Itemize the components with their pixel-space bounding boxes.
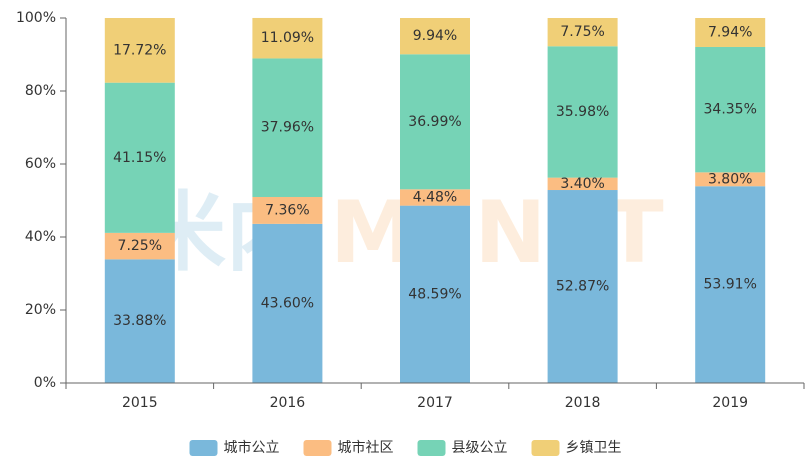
segment-label: 33.88%: [113, 313, 166, 329]
bar-segment: [104, 232, 175, 260]
x-tick-label: 2015: [122, 395, 158, 411]
legend-item: 乡镇卫生: [531, 440, 622, 456]
bar-segment: [400, 189, 470, 206]
segment-label: 41.15%: [113, 150, 166, 166]
segment-label: 9.94%: [413, 28, 457, 44]
bar-segment: [400, 205, 470, 383]
bar-segment: [547, 46, 618, 178]
bar-segment: [547, 18, 618, 47]
segment-label: 7.94%: [708, 24, 752, 40]
segment-label: 35.98%: [556, 104, 609, 120]
bar-segment: [400, 54, 470, 190]
bar-segment: [695, 18, 766, 47]
legend-item: 城市社区: [303, 439, 394, 456]
y-tick-label: 0%: [34, 375, 56, 391]
segment-label: 11.09%: [261, 30, 314, 46]
legend: 城市公立 城市社区 县级公立 乡镇卫生: [189, 439, 622, 456]
segment-label: 48.59%: [408, 286, 461, 302]
bar-segment: [104, 259, 175, 383]
segment-label: 53.91%: [704, 277, 757, 293]
legend-label: 乡镇卫生: [566, 440, 622, 456]
segment-label: 4.48%: [413, 189, 457, 205]
legend-swatch: [417, 440, 446, 456]
bar-segment: [252, 58, 323, 197]
x-tick-label: 2019: [712, 395, 748, 411]
x-tick-label: 2017: [417, 395, 453, 411]
bar-segment: [695, 46, 766, 173]
y-tick-label: 20%: [25, 302, 56, 318]
segment-label: 7.36%: [265, 202, 309, 218]
segment-label: 7.75%: [560, 24, 604, 40]
legend-item: 县级公立: [417, 440, 508, 456]
segment-label: 34.35%: [704, 102, 757, 118]
legend-item: 城市公立: [189, 439, 280, 456]
segment-label: 3.40%: [560, 176, 604, 192]
segment-label: 52.87%: [556, 279, 609, 295]
legend-swatch: [531, 440, 560, 456]
legend-swatch: [303, 440, 332, 456]
y-tick-label: 40%: [25, 229, 56, 245]
segment-labels-layer: 33.88% 7.25% 41.15% 17.72% 43.60% 7.36% 37.96%…: [113, 24, 757, 329]
segment-label: 36.99%: [408, 114, 461, 130]
legend-label: 城市公立: [224, 439, 280, 456]
x-tick-label: 2018: [565, 395, 601, 411]
y-tick-label: 60%: [25, 156, 56, 172]
segment-label: 37.96%: [261, 120, 314, 136]
y-tick-label: 100%: [16, 10, 56, 26]
y-tick-label: 80%: [25, 83, 56, 99]
bar-segment: [547, 190, 618, 383]
segment-label: 43.60%: [261, 295, 314, 311]
bar-segment: [400, 18, 470, 55]
legend-swatch: [189, 440, 218, 456]
bars-layer: [104, 17, 766, 383]
bar-segment: [547, 177, 618, 191]
bar-segment: [252, 197, 323, 224]
x-tick-label: 2016: [270, 395, 306, 411]
segment-label: 17.72%: [113, 42, 166, 58]
legend-label: 城市社区: [338, 439, 394, 456]
bar-segment: [252, 223, 323, 383]
segment-label: 3.80%: [708, 171, 752, 187]
bar-segment: [695, 186, 766, 383]
bar-segment: [104, 82, 175, 233]
bar-segment: [104, 18, 175, 83]
bar-segment: [695, 172, 766, 187]
axes-layer: 0% 20% 40% 60% 80% 100% 2015 2016 2017 2018 2019: [16, 10, 805, 411]
segment-label: 7.25%: [118, 238, 162, 254]
legend-label: 县级公立: [452, 440, 508, 456]
bar-segment: [252, 17, 323, 59]
